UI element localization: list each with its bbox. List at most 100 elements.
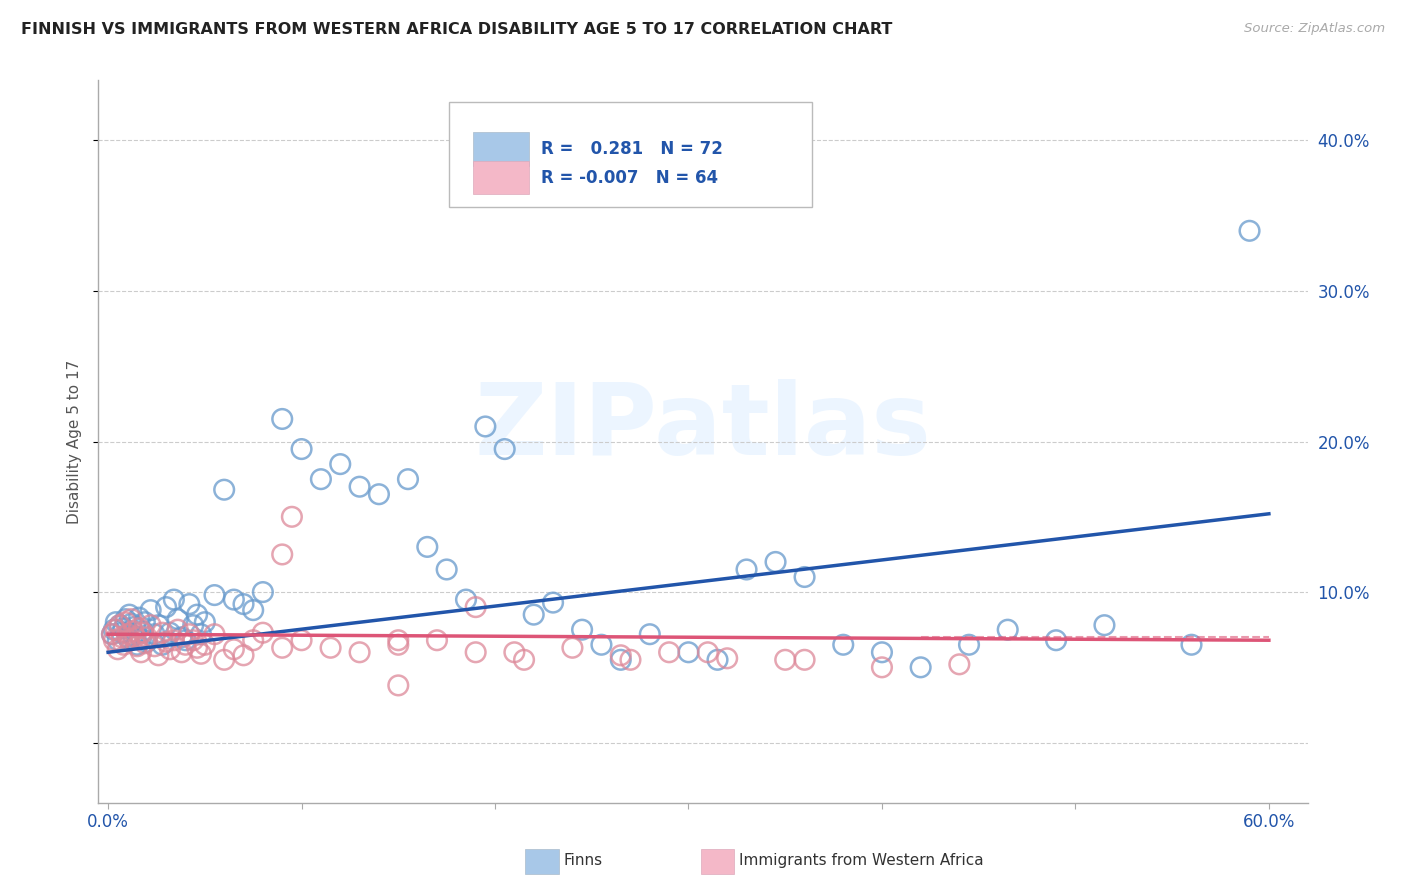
Point xyxy=(242,603,264,617)
Point xyxy=(252,625,274,640)
Point xyxy=(765,555,787,569)
Point xyxy=(103,633,125,648)
Point xyxy=(957,638,980,652)
Text: R =   0.281   N = 72: R = 0.281 N = 72 xyxy=(541,140,723,158)
Point xyxy=(122,629,145,643)
Point xyxy=(561,640,583,655)
Point xyxy=(290,633,312,648)
Point xyxy=(139,618,162,632)
Point xyxy=(101,627,124,641)
Point xyxy=(107,642,129,657)
Point xyxy=(134,615,156,630)
Point xyxy=(523,607,546,622)
Point xyxy=(271,412,294,426)
Point xyxy=(222,642,245,657)
Point xyxy=(139,603,162,617)
Point xyxy=(194,638,217,652)
Point xyxy=(120,612,142,626)
Point xyxy=(610,648,633,663)
Point xyxy=(464,645,486,659)
Point xyxy=(212,483,235,497)
FancyBboxPatch shape xyxy=(449,102,811,207)
Point xyxy=(190,647,212,661)
Point xyxy=(174,638,197,652)
Point xyxy=(571,623,593,637)
Point xyxy=(114,612,136,626)
Point xyxy=(112,621,135,635)
Point xyxy=(793,570,815,584)
Point xyxy=(773,653,796,667)
Point xyxy=(454,592,477,607)
Point xyxy=(706,653,728,667)
Point xyxy=(124,620,146,634)
Point xyxy=(114,615,136,630)
Point xyxy=(127,639,149,653)
Point xyxy=(368,487,391,501)
Point xyxy=(1180,638,1202,652)
Point xyxy=(426,633,449,648)
Point xyxy=(1239,224,1261,238)
Point xyxy=(111,625,134,640)
Point xyxy=(678,645,700,659)
Point xyxy=(610,653,633,667)
Point xyxy=(181,618,204,632)
Point xyxy=(170,645,193,659)
Point xyxy=(155,634,177,648)
Point xyxy=(129,645,152,659)
Point xyxy=(163,592,186,607)
Point xyxy=(793,653,815,667)
Point xyxy=(186,607,208,622)
Point xyxy=(416,540,439,554)
Point xyxy=(111,630,134,644)
Point xyxy=(190,627,212,641)
Point xyxy=(107,633,129,648)
Point xyxy=(159,642,181,657)
Point xyxy=(212,653,235,667)
Point xyxy=(638,627,661,641)
Point xyxy=(150,638,173,652)
Point xyxy=(396,472,419,486)
Point xyxy=(997,623,1019,637)
Point xyxy=(134,636,156,650)
Point xyxy=(309,472,332,486)
Point xyxy=(494,442,516,456)
Point xyxy=(204,627,226,641)
Point xyxy=(104,623,127,637)
Point xyxy=(242,633,264,648)
Text: FINNISH VS IMMIGRANTS FROM WESTERN AFRICA DISABILITY AGE 5 TO 17 CORRELATION CHA: FINNISH VS IMMIGRANTS FROM WESTERN AFRIC… xyxy=(21,22,893,37)
Point xyxy=(948,657,970,672)
Point xyxy=(128,610,150,624)
Point xyxy=(118,607,141,622)
Point xyxy=(135,634,157,648)
FancyBboxPatch shape xyxy=(474,161,529,194)
Point xyxy=(658,645,681,659)
Point xyxy=(464,600,486,615)
Point xyxy=(186,640,208,655)
Point xyxy=(591,638,613,652)
Point xyxy=(122,624,145,639)
Point xyxy=(163,633,186,648)
Point xyxy=(108,618,131,632)
Point xyxy=(271,640,294,655)
Point xyxy=(832,638,855,652)
Point xyxy=(148,618,170,632)
Point xyxy=(117,630,139,644)
Y-axis label: Disability Age 5 to 17: Disability Age 5 to 17 xyxy=(67,359,83,524)
Point xyxy=(148,648,170,663)
Point xyxy=(127,638,149,652)
Text: R = -0.007   N = 64: R = -0.007 N = 64 xyxy=(541,169,718,186)
Point xyxy=(271,548,294,562)
Point xyxy=(174,633,197,648)
Point xyxy=(735,562,758,576)
Text: Source: ZipAtlas.com: Source: ZipAtlas.com xyxy=(1244,22,1385,36)
Point xyxy=(436,562,458,576)
Point xyxy=(474,419,496,434)
Point xyxy=(696,645,718,659)
Point xyxy=(232,597,254,611)
Point xyxy=(204,588,226,602)
Text: Immigrants from Western Africa: Immigrants from Western Africa xyxy=(740,853,984,868)
Point xyxy=(155,600,177,615)
Point xyxy=(349,480,371,494)
Point xyxy=(166,612,188,626)
Text: ZIPatlas: ZIPatlas xyxy=(475,378,931,475)
